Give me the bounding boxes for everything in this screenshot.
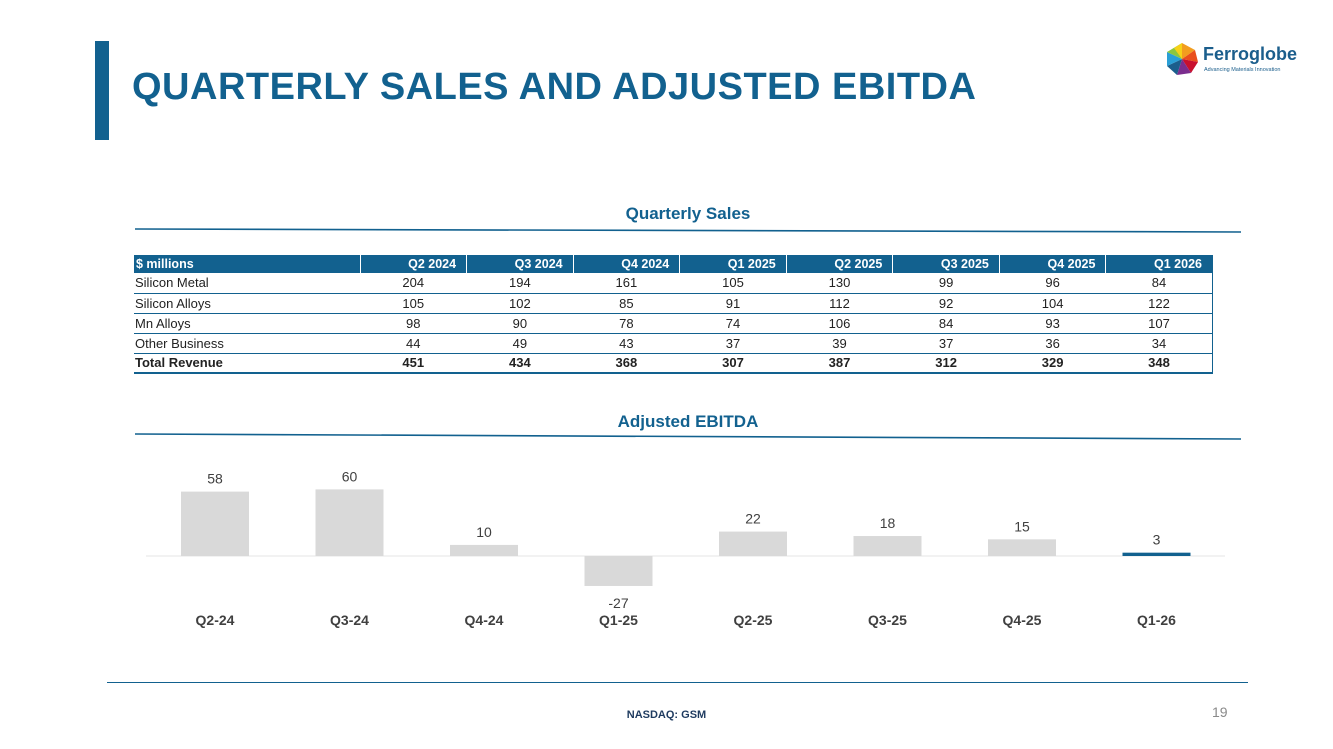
chart-bar bbox=[988, 539, 1056, 556]
table-cell: 348 bbox=[1105, 353, 1213, 374]
chart-bar bbox=[584, 556, 653, 586]
row-label: Total Revenue bbox=[134, 353, 360, 374]
logo-tagline: Advancing Materials Innovation bbox=[1204, 67, 1281, 73]
table-cell: 91 bbox=[679, 293, 787, 314]
chart-bar bbox=[719, 531, 787, 556]
table-header-quarter: Q4 2024 bbox=[572, 255, 680, 273]
row-label: Mn Alloys bbox=[134, 313, 360, 334]
chart-category-label: Q2-24 bbox=[196, 612, 235, 628]
table-cell: 329 bbox=[999, 353, 1106, 374]
table-cell: 74 bbox=[679, 313, 787, 334]
ferroglobe-logo-icon bbox=[1167, 43, 1198, 75]
table-header-quarter: Q3 2025 bbox=[892, 255, 1000, 273]
chart-data-label: 10 bbox=[476, 524, 492, 540]
table-header-quarter: Q4 2025 bbox=[998, 255, 1106, 273]
table-cell: 307 bbox=[679, 353, 787, 374]
chart-category-label: Q1-26 bbox=[1137, 612, 1176, 628]
table-cell: 34 bbox=[1105, 333, 1213, 354]
table-cell: 78 bbox=[573, 313, 680, 334]
table-cell: 104 bbox=[999, 293, 1106, 314]
table-cell: 451 bbox=[360, 353, 467, 374]
footer-divider bbox=[107, 682, 1248, 683]
table-header-row: $ millions Q2 2024 Q3 2024 Q4 2024 Q1 2025 Q2… bbox=[134, 255, 1213, 273]
chart-data-label: 18 bbox=[880, 515, 896, 531]
footer-ticker: NASDAQ: GSM bbox=[626, 709, 707, 721]
table-header-quarter: Q2 2024 bbox=[359, 255, 467, 273]
chart-bar bbox=[1122, 552, 1191, 556]
chart-bar bbox=[181, 491, 249, 556]
row-label: Other Business bbox=[134, 333, 360, 354]
logo-name: Ferroglobe bbox=[1203, 44, 1298, 64]
table-cell: 434 bbox=[466, 353, 574, 374]
table-cell: 93 bbox=[999, 313, 1106, 334]
table-cell: 98 bbox=[360, 313, 467, 334]
chart-category-label: Q4-25 bbox=[1003, 612, 1042, 628]
row-label: Silicon Metal bbox=[134, 273, 360, 294]
quarterly-sales-table: $ millions Q2 2024 Q3 2024 Q4 2024 Q1 2025 Q2… bbox=[134, 255, 1213, 374]
table-cell: 37 bbox=[679, 333, 787, 354]
row-label: Silicon Alloys bbox=[134, 293, 360, 314]
table-cell: 84 bbox=[1105, 273, 1213, 294]
chart-category-label: Q2-25 bbox=[734, 612, 773, 628]
table-cell: 368 bbox=[573, 353, 680, 374]
ebitda-section-divider bbox=[135, 433, 1241, 440]
table-cell: 96 bbox=[999, 273, 1106, 294]
table-cell: 204 bbox=[360, 273, 467, 294]
table-cell: 107 bbox=[1105, 313, 1213, 334]
chart-category-label: Q4-24 bbox=[465, 612, 504, 628]
table-cell: 92 bbox=[892, 293, 1000, 314]
chart-category-label: Q3-24 bbox=[330, 612, 369, 628]
table-cell: 105 bbox=[360, 293, 467, 314]
title-accent-bar bbox=[95, 41, 109, 140]
table-header-quarter: Q3 2024 bbox=[466, 255, 574, 273]
table-row: Mn Alloys 98 90 78 74 106 84 93 107 bbox=[134, 313, 1213, 334]
table-cell: 44 bbox=[360, 333, 467, 354]
chart-bar bbox=[450, 544, 518, 556]
page-title: QUARTERLY SALES AND ADJUSTED EBITDA bbox=[132, 66, 977, 108]
table-cell: 43 bbox=[573, 333, 680, 354]
table-row: Silicon Alloys 105 102 85 91 112 92 104 122 bbox=[134, 293, 1213, 314]
table-cell: 39 bbox=[786, 333, 893, 354]
table-cell: 161 bbox=[573, 273, 680, 294]
chart-bar bbox=[853, 536, 922, 556]
table-cell: 90 bbox=[466, 313, 574, 334]
chart-bar bbox=[315, 489, 384, 556]
chart-data-label: 3 bbox=[1153, 532, 1161, 548]
chart-data-label: -27 bbox=[608, 595, 628, 611]
table-header-quarter: Q1 2025 bbox=[679, 255, 787, 273]
chart-data-label: 60 bbox=[342, 468, 358, 484]
table-cell: 84 bbox=[892, 313, 1000, 334]
table-row: Total Revenue 451 434 368 307 387 312 329 348 bbox=[134, 353, 1213, 374]
table-cell: 112 bbox=[786, 293, 893, 314]
ebitda-section-title: Adjusted EBITDA bbox=[617, 412, 759, 431]
chart-data-label: 22 bbox=[745, 511, 761, 527]
table-header-quarter: Q2 2025 bbox=[785, 255, 893, 273]
table-cell: 387 bbox=[786, 353, 893, 374]
table-cell: 106 bbox=[786, 313, 893, 334]
table-cell: 99 bbox=[892, 273, 1000, 294]
table-cell: 49 bbox=[466, 333, 574, 354]
sales-section-divider bbox=[135, 228, 1241, 233]
table-cell: 194 bbox=[466, 273, 574, 294]
table-cell: 122 bbox=[1105, 293, 1213, 314]
chart-category-label: Q3-25 bbox=[868, 612, 907, 628]
table-header-quarter: Q1 2026 bbox=[1105, 255, 1213, 273]
chart-category-label: Q1-25 bbox=[599, 612, 638, 628]
table-row: Silicon Metal 204 194 161 105 130 99 96 84 bbox=[134, 273, 1213, 294]
table-cell: 85 bbox=[573, 293, 680, 314]
table-cell: 130 bbox=[786, 273, 893, 294]
table-cell: 36 bbox=[999, 333, 1106, 354]
table-cell: 312 bbox=[892, 353, 1000, 374]
table-row: Other Business 44 49 43 37 39 37 36 34 bbox=[134, 333, 1213, 354]
chart-data-label: 15 bbox=[1014, 518, 1030, 534]
chart-data-label: 58 bbox=[207, 471, 223, 487]
page-number: 19 bbox=[1212, 704, 1228, 720]
table-header-units: $ millions bbox=[134, 255, 360, 273]
table-cell: 37 bbox=[892, 333, 1000, 354]
sales-section-title: Quarterly Sales bbox=[625, 204, 751, 223]
table-cell: 105 bbox=[679, 273, 787, 294]
table-cell: 102 bbox=[466, 293, 574, 314]
ferroglobe-logo: Ferroglobe Advancing Materials Innovatio… bbox=[1165, 42, 1298, 78]
